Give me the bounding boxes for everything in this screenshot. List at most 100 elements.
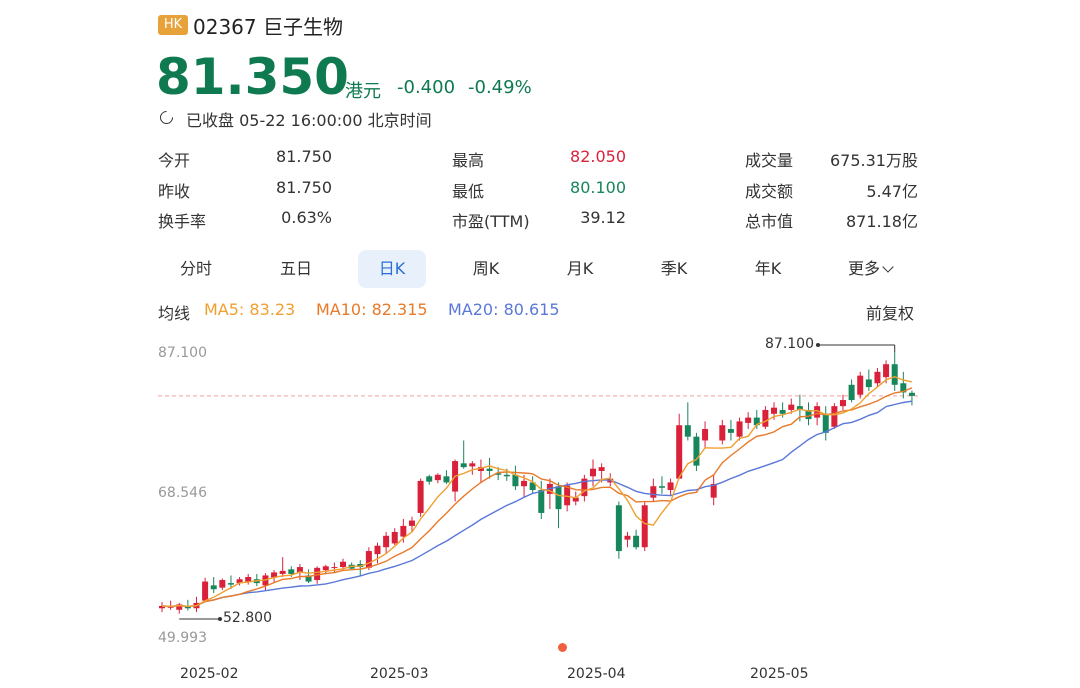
candle-body (753, 417, 760, 426)
candle-body (883, 364, 890, 378)
tab-weekly-k[interactable]: 周K (472, 259, 500, 278)
candle-body (469, 463, 476, 467)
ma5-line (161, 375, 913, 608)
candle-body (279, 570, 286, 574)
price-unit: 港元 (345, 81, 381, 102)
price-change-pct: -0.49% (468, 77, 532, 98)
quote-value-amount: 5.47亿 (866, 182, 918, 201)
x-tick-label: 2025-03 (370, 666, 429, 682)
quote-label-low: 最低 (452, 182, 485, 201)
candle-body (814, 406, 821, 418)
candle-body (227, 583, 234, 585)
candle-body (581, 478, 588, 497)
candle-body (762, 409, 769, 427)
candle-body (572, 497, 579, 502)
quote-label-volume: 成交量 (745, 151, 794, 170)
x-tick-label: 2025-05 (750, 666, 809, 682)
candle-body (374, 545, 381, 555)
candle-body (314, 567, 321, 581)
candle-body (521, 480, 528, 487)
candle-body (891, 364, 898, 385)
candle-body (288, 569, 295, 574)
ma10-line (161, 387, 913, 608)
price-adjust-button[interactable]: 前复权 (866, 304, 915, 323)
candle-body (365, 551, 372, 568)
quote-value-volume: 675.31万股 (830, 151, 918, 170)
quote-label-prev-close: 昨收 (158, 182, 191, 201)
quote-value-market-cap: 871.18亿 (846, 212, 918, 231)
candle-body (564, 485, 571, 506)
candle-body (340, 561, 347, 568)
tab-monthly-k[interactable]: 月K (566, 259, 594, 278)
low-marker-dot (218, 617, 222, 621)
candle-body (676, 425, 683, 479)
candle-body (512, 474, 519, 487)
price-change: -0.400 (397, 77, 456, 98)
candle-body (538, 490, 545, 513)
high-annotation: 87.100 (765, 336, 814, 352)
page-indicator-dot[interactable] (558, 643, 567, 652)
quote-value-prev-close: 81.750 (276, 178, 332, 197)
candle-body (831, 406, 838, 427)
candle-body (184, 605, 191, 609)
candle-body (719, 425, 726, 441)
candle-body (322, 566, 329, 571)
candle-body (202, 581, 209, 601)
ma20-line (161, 400, 913, 608)
candle-body (874, 371, 881, 384)
ma10-value: MA10: 82.315 (316, 300, 428, 319)
ma-label: 均线 (158, 304, 191, 323)
y-tick-label: 87.100 (158, 345, 207, 361)
candle-body (477, 467, 484, 471)
quote-value-pe: 39.12 (580, 208, 626, 227)
low-annotation: 52.800 (223, 610, 272, 626)
y-tick-label: 49.993 (158, 630, 207, 646)
candle-body (296, 567, 303, 573)
candle-body (391, 531, 398, 544)
ma20-value: MA20: 80.615 (448, 300, 560, 319)
candle-body (495, 473, 502, 475)
x-tick-label: 2025-04 (567, 666, 626, 682)
candle-body (598, 467, 605, 471)
candle-body (848, 384, 855, 401)
candle-body (426, 476, 433, 482)
candle-body (745, 417, 752, 423)
candle-body (176, 604, 183, 610)
tab-quarterly-k[interactable]: 季K (660, 259, 688, 278)
current-price: 81.350 (156, 48, 349, 106)
candle-body (727, 429, 734, 433)
candle-body (331, 567, 338, 569)
candle-body (590, 468, 596, 477)
tab-daily-k[interactable]: 日K (358, 250, 426, 288)
candle-body (529, 482, 536, 491)
tab-intraday[interactable]: 分时 (179, 259, 212, 278)
candle-body (641, 505, 648, 548)
candle-body (383, 535, 390, 548)
quote-label-pe: 市盈(TTM) (452, 212, 530, 231)
candle-body (900, 383, 907, 393)
candle-body (460, 463, 467, 468)
quote-value-turnover: 0.63% (281, 208, 332, 227)
candle-body (245, 576, 252, 582)
candle-body (615, 505, 622, 552)
candle-body (633, 535, 640, 548)
y-tick-label: 68.546 (158, 485, 207, 501)
candle-body (908, 392, 915, 396)
candle-body (779, 409, 786, 414)
candle-body (839, 400, 846, 407)
candle-body (210, 585, 217, 590)
candle-body (503, 474, 510, 477)
quote-label-market-cap: 总市值 (745, 212, 794, 231)
candle-body (417, 480, 424, 513)
tab-more[interactable]: 更多 (830, 250, 910, 288)
tab-yearly-k[interactable]: 年K (754, 259, 782, 278)
candle-body (159, 605, 165, 609)
candle-body (650, 486, 657, 498)
quote-label-amount: 成交额 (745, 182, 794, 201)
candle-body (693, 436, 700, 466)
candle-body (443, 476, 450, 483)
tab-five-day[interactable]: 五日 (279, 259, 312, 278)
candle-body (271, 572, 278, 578)
candle-body (434, 474, 441, 481)
